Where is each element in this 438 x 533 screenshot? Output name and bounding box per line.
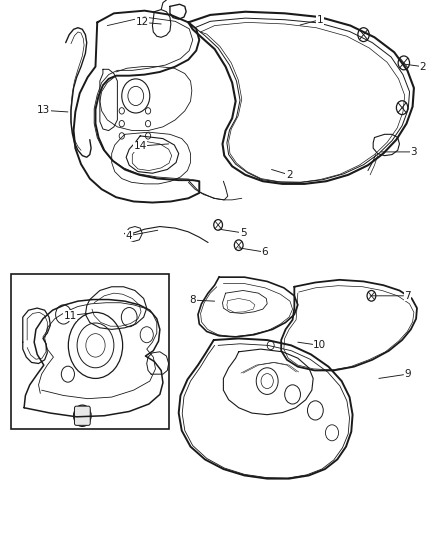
Text: 2: 2 bbox=[272, 169, 293, 180]
Text: 14: 14 bbox=[134, 141, 169, 151]
FancyBboxPatch shape bbox=[74, 406, 90, 425]
Bar bbox=[11, 274, 169, 429]
Text: 5: 5 bbox=[219, 228, 247, 238]
Text: 6: 6 bbox=[239, 247, 268, 257]
Text: 4: 4 bbox=[126, 230, 158, 240]
Text: 2: 2 bbox=[403, 62, 426, 71]
Text: 11: 11 bbox=[64, 311, 88, 320]
Text: 1: 1 bbox=[300, 15, 323, 25]
Text: 13: 13 bbox=[37, 106, 68, 115]
Text: 10: 10 bbox=[298, 341, 326, 350]
Text: 8: 8 bbox=[189, 295, 215, 305]
Text: 12: 12 bbox=[136, 18, 161, 27]
Text: 9: 9 bbox=[379, 369, 411, 379]
Text: 7: 7 bbox=[370, 291, 411, 301]
Text: 3: 3 bbox=[381, 147, 417, 157]
